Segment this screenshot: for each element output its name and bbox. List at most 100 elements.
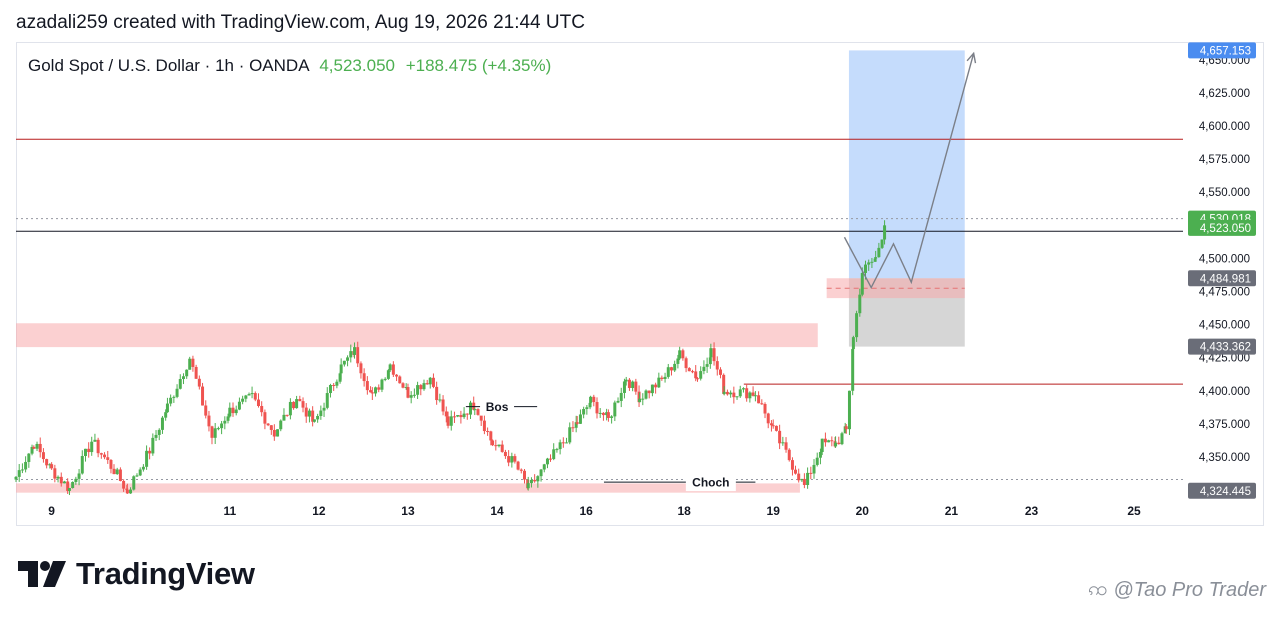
candle (519, 469, 523, 471)
candle (41, 452, 45, 460)
candle (769, 423, 773, 426)
candle (757, 395, 761, 404)
candle (164, 412, 168, 418)
candle (77, 473, 81, 479)
candle (59, 476, 63, 484)
candle (231, 407, 235, 414)
candle (748, 392, 752, 399)
candle (820, 438, 824, 452)
candle (641, 398, 645, 400)
candle (311, 410, 315, 422)
demand-zone (16, 483, 800, 493)
candle (663, 376, 667, 379)
candle (112, 468, 116, 475)
candle (346, 357, 350, 361)
brand-name: TradingView (76, 556, 255, 591)
price-tag: 4,433.362 (1200, 342, 1251, 354)
candle (401, 383, 405, 388)
candle (568, 427, 572, 443)
candle (194, 366, 198, 379)
candle (48, 464, 52, 466)
chart-caption: azadali259 created with TradingView.com,… (16, 12, 585, 33)
candle (24, 461, 28, 470)
price-tag-bg (1188, 42, 1256, 59)
x-tick-label: 13 (401, 504, 415, 518)
candle (32, 446, 36, 449)
candle (837, 442, 841, 445)
symbol-legend: Gold Spot / U.S. Dollar · 1h · OANDA 4,5… (28, 56, 551, 76)
candle (175, 388, 179, 397)
candle (751, 392, 755, 396)
candle (589, 396, 593, 403)
candle (90, 441, 94, 453)
candle (178, 379, 182, 389)
candle (622, 381, 626, 393)
candle (781, 442, 785, 444)
candle (452, 416, 456, 418)
candle (67, 487, 71, 491)
candle (763, 403, 767, 414)
candle (797, 473, 801, 481)
candle (771, 425, 775, 427)
x-tick-label: 20 (856, 504, 870, 518)
candle (129, 489, 133, 494)
last-price: 4,523.050 (319, 56, 395, 75)
candle (301, 401, 305, 408)
candle (712, 348, 716, 362)
candle (260, 406, 264, 413)
candle (503, 451, 507, 457)
candle (71, 481, 75, 488)
candle (362, 373, 366, 382)
candle (282, 414, 286, 421)
annotation-choch: Choch (692, 476, 729, 490)
candle (138, 469, 142, 476)
watermark: ꩡ @Tao Pro Trader (1088, 575, 1266, 605)
candle (322, 407, 326, 411)
candle (207, 415, 211, 427)
candle (699, 371, 703, 379)
candle (753, 395, 757, 397)
candle (855, 313, 859, 338)
candle (585, 407, 589, 410)
candle (812, 464, 816, 474)
candle (575, 422, 579, 424)
candle (539, 469, 543, 477)
y-tick-label: 4,475.000 (1199, 287, 1250, 299)
candle (883, 225, 887, 240)
candle (253, 393, 257, 400)
candle (558, 442, 562, 450)
price-tag: 4,657.153 (1200, 45, 1251, 57)
candle (213, 428, 217, 438)
projection-arrowhead (966, 51, 977, 64)
candle (386, 370, 390, 379)
candle (276, 429, 280, 437)
candle (500, 444, 504, 452)
annotation-bg-choch (685, 473, 736, 492)
candle (738, 389, 742, 397)
candle (669, 367, 673, 371)
candle (398, 376, 402, 384)
candle (38, 443, 42, 453)
symbol-title: Gold Spot / U.S. Dollar · 1h · OANDA (28, 56, 309, 75)
candle (328, 384, 332, 394)
candle (210, 426, 214, 438)
candle (592, 396, 596, 403)
candle (650, 384, 654, 394)
candle (571, 427, 575, 429)
candle (395, 374, 399, 377)
y-tick-label: 4,425.000 (1199, 353, 1250, 365)
candle (122, 480, 126, 489)
candle (365, 381, 369, 391)
candle (388, 364, 392, 371)
candle (109, 459, 113, 469)
x-tick-label: 9 (48, 504, 55, 518)
candle (244, 395, 248, 399)
candle (624, 379, 628, 382)
x-tick-label: 23 (1025, 504, 1039, 518)
candle (425, 383, 429, 385)
candle (482, 420, 486, 432)
candle (536, 476, 540, 482)
candle (522, 470, 526, 480)
x-tick-label: 12 (312, 504, 326, 518)
